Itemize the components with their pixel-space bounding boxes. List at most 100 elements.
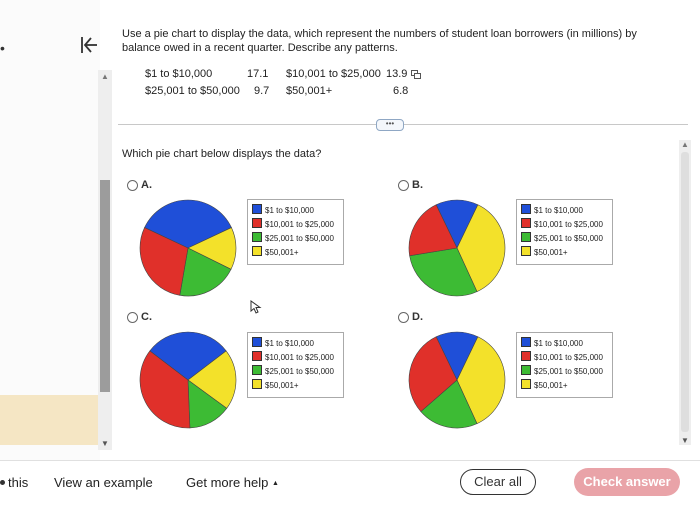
legend-c: $1 to $10,000 $10,001 to $25,000 $25,001 t… — [247, 332, 344, 398]
legend-swatch — [521, 204, 531, 214]
legend-swatch — [521, 232, 531, 242]
right-scrollbar-thumb[interactable] — [681, 152, 689, 432]
table-label-2: $10,001 to $25,000 — [286, 68, 381, 80]
legend-swatch — [521, 218, 531, 228]
option-b-radio[interactable] — [398, 180, 409, 191]
table-value-4: 6.8 — [393, 85, 409, 97]
legend-label: $10,001 to $25,000 — [534, 353, 603, 362]
clear-all-button[interactable]: Clear all — [460, 469, 536, 495]
pie-slice-1 — [149, 331, 227, 381]
pie-slice-3 — [420, 379, 478, 429]
pie-slice-4 — [408, 204, 458, 257]
left-panel-highlight — [0, 395, 100, 445]
get-more-help-link[interactable]: Get more help ▲ — [186, 475, 279, 490]
ellipsis-icon[interactable]: ••• — [376, 119, 404, 131]
left-panel — [0, 0, 100, 460]
legend-swatch — [521, 337, 531, 347]
legend-item: $10,001 to $25,000 — [521, 351, 603, 362]
legend-label: $25,001 to $50,000 — [534, 234, 603, 243]
legend-label: $10,001 to $25,000 — [265, 220, 334, 229]
pie-slice-3 — [409, 247, 478, 297]
option-c-radio[interactable] — [127, 312, 138, 323]
legend-swatch — [252, 232, 262, 242]
option-c-label[interactable]: C. — [141, 311, 152, 323]
collapse-left-icon[interactable] — [78, 34, 100, 56]
check-answer-button[interactable]: Check answer — [574, 468, 680, 496]
legend-item: $1 to $10,000 — [521, 337, 583, 348]
legend-label: $1 to $10,000 — [534, 339, 583, 348]
legend-label: $10,001 to $25,000 — [534, 220, 603, 229]
chevron-up-icon: ▲ — [272, 480, 279, 487]
pie-chart-b — [408, 199, 506, 297]
copy-icon[interactable] — [411, 70, 421, 79]
scroll-down-arrow-icon[interactable]: ▼ — [101, 439, 109, 448]
cursor-icon — [250, 300, 262, 314]
legend-item: $10,001 to $25,000 — [252, 351, 334, 362]
legend-item: $1 to $10,000 — [252, 204, 314, 215]
pie-chart-a — [139, 199, 237, 297]
option-a-radio[interactable] — [127, 180, 138, 191]
legend-swatch — [252, 246, 262, 256]
this-label: this — [8, 475, 29, 490]
table-label-3: $25,001 to $50,000 — [145, 85, 240, 97]
pie-slice-2 — [456, 204, 506, 293]
left-scrollbar[interactable]: ▲ ▼ — [98, 70, 112, 450]
legend-label: $10,001 to $25,000 — [265, 353, 334, 362]
scroll-down-arrow-icon[interactable]: ▼ — [681, 436, 689, 445]
legend-swatch — [521, 365, 531, 375]
scroll-up-arrow-icon[interactable]: ▲ — [681, 140, 689, 149]
option-b-label[interactable]: B. — [412, 179, 423, 191]
legend-swatch — [252, 204, 262, 214]
legend-label: $50,001+ — [265, 248, 299, 257]
legend-label: $1 to $10,000 — [265, 206, 314, 215]
table-label-1: $1 to $10,000 — [145, 68, 213, 80]
legend-label: $25,001 to $50,000 — [534, 367, 603, 376]
table-value-3: 9.7 — [254, 85, 270, 97]
question-text: Use a pie chart to display the data, whi… — [122, 28, 637, 54]
legend-item: $25,001 to $50,000 — [252, 365, 334, 376]
left-scrollbar-thumb[interactable] — [100, 180, 110, 392]
footer-bar: this View an example Get more help ▲ Cle… — [0, 460, 700, 506]
legend-item: $25,001 to $50,000 — [521, 232, 603, 243]
pie-slice-2 — [456, 336, 506, 425]
right-scrollbar[interactable]: ▲ ▼ — [679, 140, 691, 445]
legend-item: $50,001+ — [252, 246, 299, 257]
scroll-up-arrow-icon[interactable]: ▲ — [101, 72, 109, 81]
legend-label: $1 to $10,000 — [265, 339, 314, 348]
legend-swatch — [252, 218, 262, 228]
pie-chart-c — [139, 331, 237, 429]
legend-item: $10,001 to $25,000 — [252, 218, 334, 229]
legend-item: $1 to $10,000 — [521, 204, 583, 215]
legend-swatch — [252, 365, 262, 375]
legend-swatch — [252, 337, 262, 347]
pie-slice-2 — [187, 350, 237, 409]
legend-item: $1 to $10,000 — [252, 337, 314, 348]
option-d-radio[interactable] — [398, 312, 409, 323]
legend-swatch — [521, 351, 531, 361]
legend-item: $50,001+ — [252, 379, 299, 390]
get-more-help-label[interactable]: Get more help — [186, 475, 269, 490]
legend-label: $50,001+ — [534, 381, 568, 390]
table-label-4: $50,001+ — [286, 85, 333, 97]
pie-slice-1 — [144, 199, 232, 249]
legend-d: $1 to $10,000 $10,001 to $25,000 $25,001 t… — [516, 332, 613, 398]
pie-slice-4 — [408, 336, 458, 412]
legend-item: $50,001+ — [521, 246, 568, 257]
legend-label: $1 to $10,000 — [534, 206, 583, 215]
option-d-label[interactable]: D. — [412, 311, 423, 323]
legend-a: $1 to $10,000 $10,001 to $25,000 $25,001 t… — [247, 199, 344, 265]
option-a-label[interactable]: A. — [141, 179, 152, 191]
legend-label: $50,001+ — [534, 248, 568, 257]
pie-slice-3 — [179, 247, 232, 297]
legend-swatch — [521, 246, 531, 256]
prompt-text: Which pie chart below displays the data? — [122, 148, 322, 160]
legend-b: $1 to $10,000 $10,001 to $25,000 $25,001 t… — [516, 199, 613, 265]
this-text: this — [0, 475, 28, 490]
legend-item: $50,001+ — [521, 379, 568, 390]
legend-item: $25,001 to $50,000 — [521, 365, 603, 376]
legend-item: $10,001 to $25,000 — [521, 218, 603, 229]
bullet-icon — [0, 480, 5, 485]
legend-item: $25,001 to $50,000 — [252, 232, 334, 243]
legend-swatch — [252, 379, 262, 389]
view-example-link[interactable]: View an example — [54, 475, 153, 490]
